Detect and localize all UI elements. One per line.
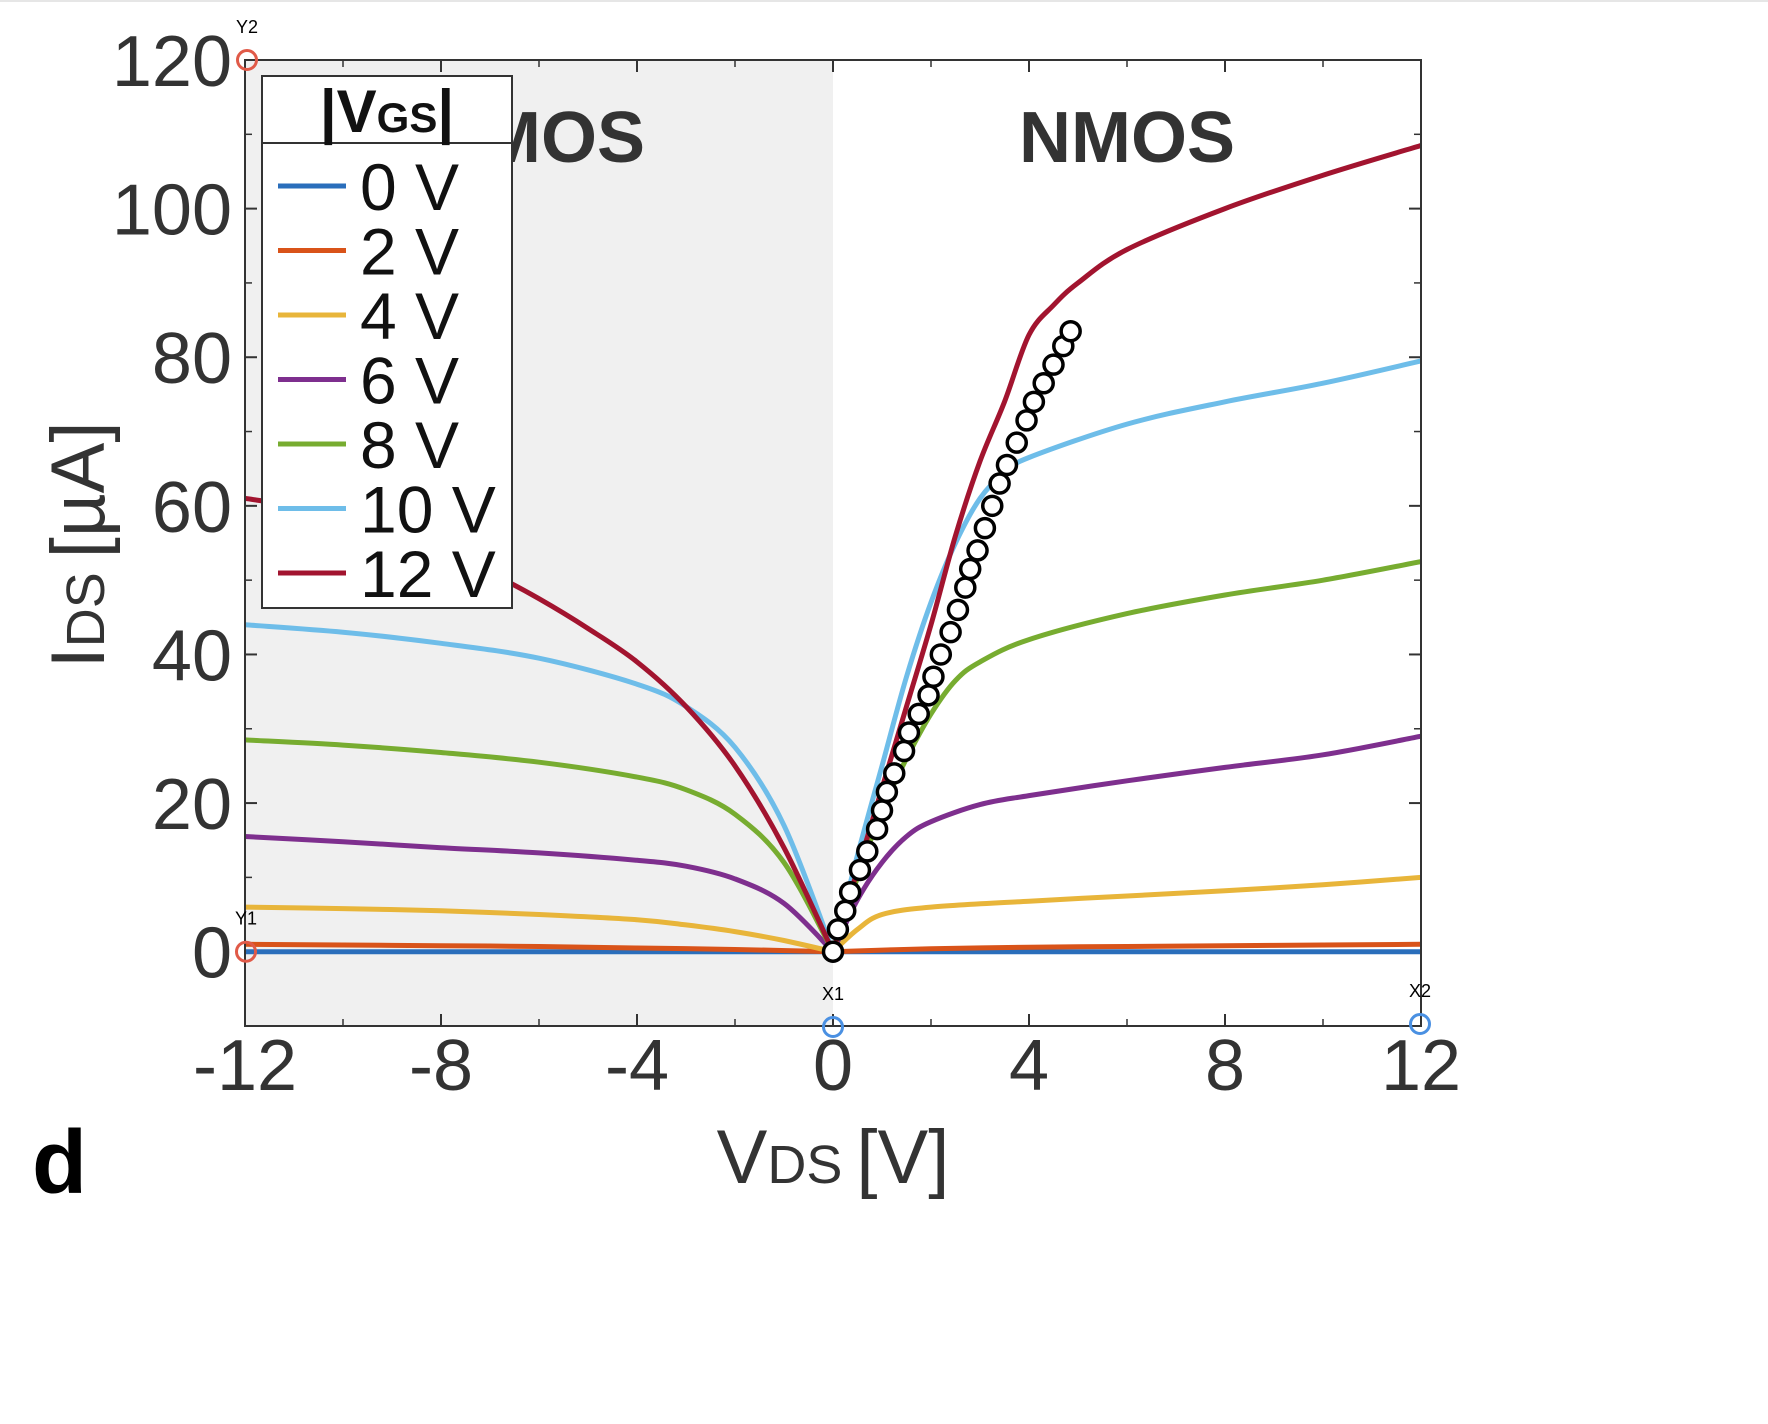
legend-item-label: 12 V — [360, 537, 496, 611]
legend-box — [261, 75, 513, 609]
y-axis-label: IDS [µA] — [36, 422, 121, 669]
digitized-point[interactable] — [838, 880, 862, 904]
y-axis-label-main: I — [36, 647, 121, 668]
digitized-point[interactable] — [988, 472, 1011, 495]
x-tick-label: -4 — [605, 1026, 669, 1106]
calibration-point-y1[interactable] — [235, 940, 257, 963]
series-line-4v-pmos — [245, 904, 836, 955]
calibration-label-y2: Y2 — [236, 17, 258, 37]
region-nmos-background — [833, 60, 1421, 1026]
series-line-6v-pmos — [245, 834, 836, 955]
calibration-label-x1: X1 — [822, 984, 844, 1004]
y-tick-label: 40 — [152, 616, 232, 696]
top-divider — [0, 0, 1768, 2]
legend-title: |VGS| — [320, 78, 454, 146]
calibration-point-x1[interactable] — [822, 1016, 844, 1038]
legend-title-main: |V — [320, 78, 377, 146]
x-tick-label: -12 — [193, 1026, 297, 1106]
y-tick-label: 80 — [152, 319, 232, 399]
digitized-point[interactable] — [1005, 431, 1028, 454]
legend-item-label: 4 V — [360, 279, 459, 353]
legend-item-label: 8 V — [360, 408, 459, 482]
digitized-point[interactable] — [981, 494, 1004, 518]
digitized-point[interactable] — [821, 940, 845, 963]
digitized-point[interactable] — [917, 684, 940, 707]
digitized-point[interactable] — [897, 721, 921, 744]
digitized-point[interactable] — [870, 799, 894, 822]
x-tick-label: 4 — [1009, 1026, 1049, 1106]
y-tick-label: 100 — [112, 171, 232, 251]
digitized-point[interactable] — [892, 739, 916, 763]
digitized-point[interactable] — [995, 453, 1019, 477]
calibration-point-x2[interactable] — [1409, 1013, 1431, 1035]
digitized-point[interactable] — [1015, 409, 1038, 432]
digitized-point[interactable] — [875, 780, 899, 804]
digitized-point[interactable] — [929, 643, 953, 666]
region-label-nmos: NMOS — [1019, 98, 1235, 178]
digitized-point[interactable] — [883, 762, 906, 785]
x-axis-label: VDS [V] — [717, 1115, 950, 1200]
y-axis-label-unit: [µA] — [36, 422, 121, 559]
x-axis-label-sub: DS — [767, 1135, 842, 1195]
legend-item-label: 6 V — [360, 344, 459, 418]
legend-title-end: | — [437, 78, 454, 146]
calibration-point-y2[interactable] — [236, 49, 258, 71]
plot-frame — [244, 59, 1422, 1027]
digitized-point[interactable] — [958, 557, 982, 581]
digitized-point[interactable] — [856, 840, 879, 863]
x-tick-label: -8 — [409, 1026, 473, 1106]
digitized-point[interactable] — [946, 598, 970, 622]
digitized-point[interactable] — [834, 899, 857, 923]
legend-item-label: 2 V — [360, 215, 459, 289]
x-axis-label-unit: [V] — [856, 1115, 949, 1200]
digitized-point[interactable] — [907, 702, 930, 726]
series-line-8v-pmos — [245, 737, 836, 955]
digitized-point[interactable] — [973, 516, 997, 540]
digitized-point[interactable] — [954, 576, 977, 599]
digitized-point[interactable] — [922, 665, 945, 689]
x-axis-label-main: V — [717, 1115, 768, 1200]
x-tick-label: 0 — [813, 1026, 853, 1106]
digitized-point[interactable] — [966, 539, 989, 562]
y-tick-label: 60 — [152, 468, 232, 548]
series-line-6v-nmos — [830, 733, 1421, 955]
digitized-point[interactable] — [1032, 371, 1055, 395]
calibration-label-x2: X2 — [1409, 981, 1431, 1001]
x-tick-label: 12 — [1381, 1026, 1461, 1106]
digitized-point[interactable] — [1042, 353, 1065, 376]
series-line-2v-nmos — [830, 941, 1421, 955]
y-tick-label: 0 — [192, 914, 232, 994]
series-line-10v-nmos — [830, 358, 1421, 955]
calibration-label-y1: Y1 — [235, 909, 257, 929]
digitized-point[interactable] — [848, 858, 872, 882]
digitized-point[interactable] — [939, 620, 962, 644]
digitized-point[interactable] — [1059, 319, 1082, 343]
series-line-2v-pmos — [245, 941, 836, 955]
digitized-point[interactable] — [1022, 390, 1046, 414]
panel-label: d — [32, 1113, 87, 1213]
legend-item-label: 10 V — [360, 473, 496, 547]
digitized-point[interactable] — [865, 817, 889, 841]
digitized-point[interactable] — [826, 918, 850, 941]
y-axis-label-sub: DS — [56, 572, 116, 647]
series-line-10v-pmos — [245, 622, 836, 955]
x-tick-label: 8 — [1205, 1026, 1245, 1106]
series-line-4v-nmos — [830, 874, 1421, 955]
legend-item-label: 0 V — [360, 150, 459, 224]
y-tick-label: 120 — [112, 22, 232, 102]
legend-title-sub: GS — [377, 94, 438, 141]
y-tick-label: 20 — [152, 765, 232, 845]
